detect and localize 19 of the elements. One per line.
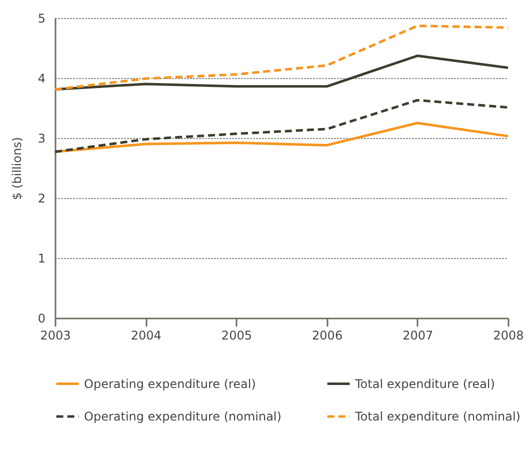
legend-label: Total expenditure (nominal) xyxy=(354,410,520,424)
legend-label: Operating expenditure (nominal) xyxy=(84,410,282,424)
y-axis-title: $ (billions) xyxy=(10,137,24,200)
legend-label: Operating expenditure (real) xyxy=(84,376,256,391)
legend-label: Total expenditure (real) xyxy=(354,376,495,391)
line-series xyxy=(54,98,510,154)
line-series xyxy=(54,24,510,91)
x-tick-label: 2007 xyxy=(402,328,434,342)
y-tick-label: 5 xyxy=(38,12,46,26)
y-tick-label: 3 xyxy=(38,132,46,146)
x-tick-label: 2005 xyxy=(221,328,252,342)
y-tick-label: 4 xyxy=(38,72,46,86)
x-tick-label: 2006 xyxy=(312,328,343,342)
y-tick-label: 0 xyxy=(38,312,46,326)
x-tick-label: 2008 xyxy=(493,328,524,342)
y-tick-label: 2 xyxy=(38,192,46,206)
x-tick-label: 2004 xyxy=(130,328,162,342)
y-tick-label: 1 xyxy=(38,252,46,266)
x-tick-label: 2003 xyxy=(40,328,71,342)
